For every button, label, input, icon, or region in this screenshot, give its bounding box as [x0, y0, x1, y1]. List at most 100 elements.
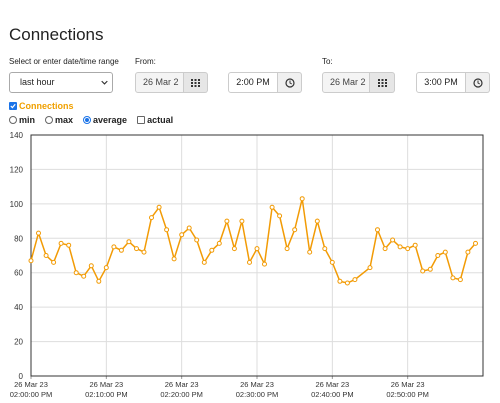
x-tick-label-time: 02:40:00 PM — [311, 390, 354, 399]
data-point — [51, 259, 57, 265]
x-tick-label-time: 02:50:00 PM — [386, 390, 429, 399]
data-point — [344, 280, 350, 286]
to-label: To: — [322, 57, 333, 66]
x-tick-label-date: 26 Mar 23 — [240, 380, 274, 389]
x-tick-label-time: 02:20:00 PM — [160, 390, 203, 399]
data-point — [134, 246, 139, 252]
y-tick-label: 60 — [14, 269, 23, 278]
data-point — [149, 215, 154, 221]
data-point — [239, 218, 245, 224]
data-point — [314, 218, 320, 224]
connections-toggle[interactable]: Connections — [9, 101, 74, 111]
data-point — [103, 265, 109, 271]
data-point — [457, 277, 463, 283]
data-point — [420, 268, 426, 274]
data-point — [88, 263, 94, 269]
option-average-label: average — [93, 115, 128, 125]
data-point — [81, 273, 87, 279]
data-point — [307, 249, 313, 255]
data-point — [375, 227, 380, 233]
series-line-connections — [30, 198, 477, 284]
data-point — [73, 270, 79, 276]
from-clock-button[interactable] — [278, 72, 302, 93]
from-time-input[interactable]: 2:00 PM — [228, 72, 278, 93]
data-point — [269, 204, 275, 210]
to-time-input[interactable]: 3:00 PM — [416, 72, 466, 93]
data-point — [352, 277, 358, 283]
range-select[interactable]: last hour — [9, 72, 113, 93]
option-actual[interactable]: actual — [137, 115, 173, 125]
from-calendar-button[interactable] — [184, 72, 208, 93]
data-point — [397, 244, 403, 250]
data-point — [209, 247, 215, 253]
radio-average[interactable] — [83, 116, 92, 124]
data-point — [164, 227, 170, 233]
data-point — [254, 246, 260, 252]
x-tick-label-date: 26 Mar 23 — [165, 380, 199, 389]
data-point — [224, 218, 230, 224]
data-point — [367, 265, 373, 271]
calendar-grid-icon — [377, 78, 387, 87]
calendar-grid-icon — [191, 78, 200, 87]
data-point — [216, 240, 222, 246]
data-point — [405, 246, 411, 252]
data-point — [292, 227, 298, 233]
data-point — [194, 237, 200, 243]
check-icon — [10, 103, 16, 109]
from-label: From: — [135, 57, 156, 66]
data-point — [450, 275, 456, 281]
to-date-input[interactable]: 26 Mar 2 — [322, 72, 370, 93]
option-average[interactable]: average — [83, 115, 127, 125]
data-point — [435, 253, 441, 258]
y-tick-label: 100 — [10, 200, 24, 209]
page-title: Connections — [9, 25, 104, 44]
data-point — [43, 253, 49, 258]
from-date-input[interactable]: 26 Mar 2 — [135, 72, 184, 93]
data-point — [262, 261, 267, 267]
data-point — [231, 246, 237, 252]
option-max[interactable]: max — [45, 115, 73, 125]
data-point — [66, 242, 72, 248]
data-point — [171, 256, 177, 262]
chevron-down-icon — [101, 80, 108, 85]
x-tick-label-time: 02:30:00 PM — [236, 390, 279, 399]
data-point — [58, 240, 64, 246]
data-point — [126, 239, 132, 245]
data-point — [442, 249, 448, 255]
x-tick-label-date: 26 Mar 23 — [14, 380, 48, 389]
range-select-value: last hour — [20, 77, 55, 87]
plot-frame — [30, 134, 484, 377]
y-tick-label: 40 — [14, 303, 23, 312]
data-point — [465, 249, 471, 255]
to-calendar-button[interactable] — [370, 72, 395, 93]
data-point — [111, 244, 117, 250]
x-tick-label-date: 26 Mar 23 — [89, 380, 123, 389]
connections-checkbox[interactable] — [9, 102, 17, 110]
y-tick-label: 80 — [14, 234, 23, 243]
data-point — [201, 259, 207, 265]
data-point — [179, 232, 185, 238]
y-tick-label: 140 — [10, 131, 24, 140]
checkbox-actual[interactable] — [137, 116, 146, 124]
data-point — [141, 249, 147, 255]
radio-min[interactable] — [9, 116, 17, 124]
data-point — [28, 258, 34, 264]
data-point — [247, 259, 252, 265]
data-point — [322, 246, 328, 252]
x-tick-label-date: 26 Mar 23 — [315, 380, 349, 389]
data-point — [427, 266, 433, 272]
aggregation-options: min max average actual — [9, 115, 183, 125]
y-tick-label: 0 — [19, 372, 24, 381]
data-point — [156, 204, 162, 210]
clock-icon — [284, 77, 295, 88]
option-min[interactable]: min — [9, 115, 35, 125]
radio-max[interactable] — [45, 116, 54, 124]
to-clock-button[interactable] — [466, 72, 490, 93]
data-point — [96, 278, 102, 284]
data-point — [284, 246, 290, 252]
option-max-label: max — [55, 115, 74, 125]
data-point — [36, 230, 41, 236]
x-tick-label-time: 02:10:00 PM — [85, 390, 128, 399]
data-point — [412, 242, 418, 248]
